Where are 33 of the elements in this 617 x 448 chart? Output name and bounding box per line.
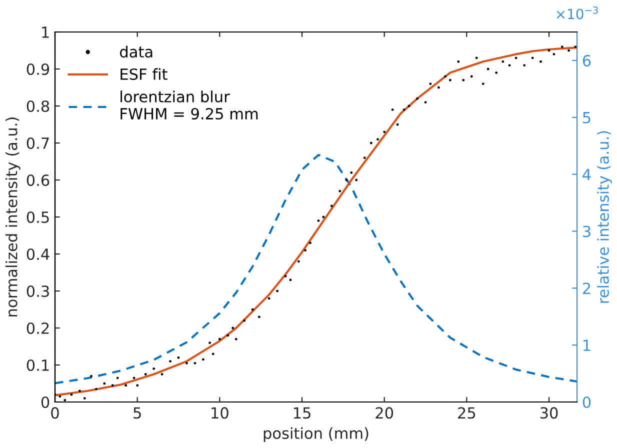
- text: ×10$^{−3}$: [556, 6, 598, 20]
- y2-tick-label: 4: [582, 168, 591, 180]
- y-tick-label: 0.4: [26, 248, 50, 260]
- y-tick-label: 0.2: [26, 322, 49, 334]
- y2-tick-label: 3: [583, 226, 590, 238]
- legend-label: lorentzian blur FWHM = 9.25 mm: [120, 90, 258, 120]
- y-tick-label: 0.1: [26, 359, 49, 372]
- y2-axis-title: relative intensity (a.u.): [597, 131, 612, 303]
- y-tick-label: 1: [42, 26, 49, 38]
- x-tick-label: 15: [294, 407, 310, 419]
- x-tick-label: 10: [212, 407, 228, 419]
- y-tick-label: 0.3: [26, 285, 49, 298]
- y-axis-title: normalized intensity (a.u.): [6, 118, 20, 316]
- x-tick-label: 20: [376, 407, 394, 419]
- legend-label: ESF fit: [120, 68, 168, 80]
- line-series: [55, 154, 577, 384]
- y2-tick-label: 2: [582, 282, 590, 294]
- x-tick-label: 5: [134, 407, 141, 419]
- y-tick-label: 0.9: [26, 63, 50, 76]
- y2-tick-label: 6: [582, 54, 591, 66]
- x-tick-label: 30: [540, 407, 558, 419]
- x-tick-label: 0: [51, 407, 59, 419]
- legend-label: data: [120, 46, 152, 58]
- y-tick-label: 0.8: [26, 100, 50, 112]
- y2-tick-label: 1: [584, 340, 590, 351]
- y2-tick-label: 0: [582, 396, 591, 408]
- y-tick-label: 0.5: [26, 211, 49, 224]
- x-tick-label: 25: [458, 407, 476, 419]
- y-tick-label: 0: [41, 396, 50, 408]
- x-axis-title: position (mm): [264, 427, 368, 442]
- y-tick-label: 0.6: [26, 174, 50, 186]
- y2-tick-label: 5: [583, 112, 590, 124]
- y-tick-label: 0.7: [26, 137, 49, 150]
